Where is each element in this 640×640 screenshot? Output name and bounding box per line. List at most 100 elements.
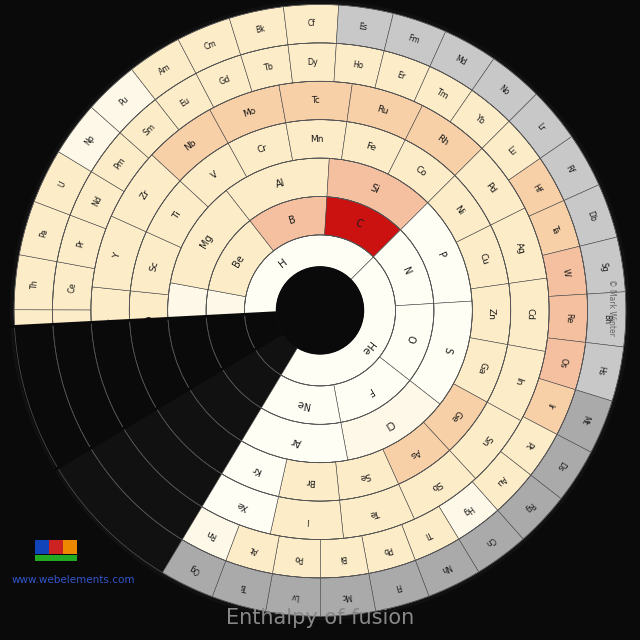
- Polygon shape: [97, 352, 157, 428]
- Text: Bk: Bk: [255, 24, 266, 35]
- Polygon shape: [373, 230, 434, 306]
- Polygon shape: [205, 314, 257, 370]
- Text: Y: Y: [112, 252, 122, 259]
- Polygon shape: [19, 358, 70, 418]
- Polygon shape: [401, 203, 472, 303]
- Polygon shape: [286, 120, 347, 161]
- Polygon shape: [111, 155, 180, 232]
- Polygon shape: [52, 323, 125, 449]
- Text: Rn: Rn: [205, 527, 219, 540]
- Polygon shape: [229, 6, 288, 55]
- Text: Tc: Tc: [312, 96, 321, 105]
- Polygon shape: [134, 344, 189, 408]
- Polygon shape: [410, 301, 472, 404]
- Text: Hf: Hf: [530, 182, 542, 195]
- Polygon shape: [500, 417, 557, 475]
- Polygon shape: [180, 143, 246, 207]
- Polygon shape: [14, 255, 57, 310]
- Text: Ge: Ge: [448, 408, 463, 424]
- Polygon shape: [278, 459, 340, 501]
- Text: Cn: Cn: [484, 534, 497, 548]
- Text: Cm: Cm: [203, 39, 218, 52]
- Polygon shape: [284, 4, 339, 45]
- Text: Fm: Fm: [406, 33, 420, 45]
- Text: Pr: Pr: [76, 238, 86, 248]
- Polygon shape: [241, 408, 348, 463]
- Text: Am: Am: [157, 62, 172, 77]
- Polygon shape: [163, 540, 226, 596]
- Polygon shape: [52, 310, 95, 358]
- Text: O: O: [404, 333, 417, 344]
- Polygon shape: [321, 536, 369, 578]
- Polygon shape: [347, 84, 422, 140]
- Polygon shape: [543, 246, 587, 296]
- Polygon shape: [539, 338, 586, 390]
- Text: Ds: Ds: [554, 459, 568, 472]
- Text: I: I: [306, 515, 309, 525]
- Text: Db: Db: [585, 210, 597, 223]
- Text: Ne: Ne: [296, 397, 310, 410]
- Text: Rf: Rf: [564, 164, 575, 175]
- Text: U: U: [57, 180, 68, 189]
- Text: Dy: Dy: [307, 58, 318, 67]
- Polygon shape: [281, 257, 396, 386]
- Circle shape: [11, 1, 629, 620]
- Polygon shape: [498, 475, 561, 539]
- Text: Ra: Ra: [38, 381, 49, 393]
- Polygon shape: [182, 507, 239, 561]
- Text: Gd: Gd: [218, 74, 232, 87]
- Polygon shape: [128, 318, 191, 410]
- Text: Mn: Mn: [310, 134, 323, 143]
- Text: Cd: Cd: [525, 308, 534, 321]
- Text: Nh: Nh: [439, 561, 452, 574]
- Text: Tb: Tb: [262, 62, 274, 73]
- Polygon shape: [428, 175, 491, 243]
- Polygon shape: [369, 561, 429, 611]
- Polygon shape: [34, 404, 91, 468]
- Text: Eu: Eu: [179, 95, 192, 108]
- Polygon shape: [575, 342, 624, 401]
- Polygon shape: [19, 202, 70, 262]
- Polygon shape: [244, 235, 373, 349]
- Polygon shape: [196, 55, 252, 108]
- Text: Lv: Lv: [290, 591, 300, 601]
- Text: Rg: Rg: [522, 500, 536, 513]
- Text: Bi: Bi: [339, 553, 348, 563]
- Text: W: W: [561, 268, 570, 278]
- Polygon shape: [383, 422, 449, 484]
- Polygon shape: [266, 573, 321, 616]
- Polygon shape: [92, 69, 156, 132]
- Polygon shape: [202, 474, 278, 534]
- Text: Ce: Ce: [68, 282, 77, 293]
- Text: Mo: Mo: [242, 106, 257, 119]
- Text: Pd: Pd: [483, 180, 497, 195]
- Polygon shape: [243, 312, 284, 350]
- Text: Tl: Tl: [424, 528, 434, 539]
- Polygon shape: [564, 185, 617, 246]
- Polygon shape: [487, 344, 545, 420]
- Polygon shape: [342, 122, 405, 174]
- Polygon shape: [241, 45, 292, 92]
- Polygon shape: [288, 43, 337, 83]
- Text: Pb: Pb: [381, 544, 393, 555]
- Polygon shape: [70, 172, 124, 228]
- Text: www.webelements.com: www.webelements.com: [12, 575, 135, 586]
- Text: As: As: [408, 447, 422, 460]
- Polygon shape: [337, 5, 394, 51]
- Polygon shape: [414, 67, 472, 122]
- Bar: [63, 540, 77, 554]
- Bar: [49, 540, 63, 554]
- Text: Rh: Rh: [435, 133, 450, 147]
- Text: Mc: Mc: [340, 591, 352, 601]
- Polygon shape: [13, 324, 92, 468]
- Text: Sr: Sr: [106, 317, 115, 328]
- Polygon shape: [529, 200, 580, 255]
- Polygon shape: [455, 148, 525, 225]
- Polygon shape: [131, 232, 181, 295]
- Text: Zr: Zr: [139, 188, 152, 201]
- Polygon shape: [402, 506, 459, 561]
- Text: Li: Li: [221, 323, 232, 332]
- Text: Ni: Ni: [452, 204, 465, 216]
- Text: Md: Md: [454, 54, 468, 67]
- Text: Be: Be: [232, 253, 246, 269]
